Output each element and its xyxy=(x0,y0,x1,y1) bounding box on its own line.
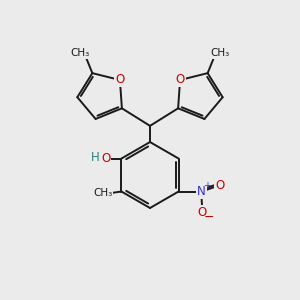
Text: CH₃: CH₃ xyxy=(210,48,230,59)
Text: O: O xyxy=(176,74,185,86)
Text: CH₃: CH₃ xyxy=(93,188,112,198)
Text: CH₃: CH₃ xyxy=(70,48,90,59)
Text: N: N xyxy=(197,185,206,198)
Text: O: O xyxy=(197,206,207,219)
Text: O: O xyxy=(215,178,224,191)
Text: −: − xyxy=(203,211,214,224)
Text: H: H xyxy=(91,152,99,164)
Text: O: O xyxy=(115,74,124,86)
Text: O: O xyxy=(101,152,110,165)
Text: +: + xyxy=(203,181,211,190)
